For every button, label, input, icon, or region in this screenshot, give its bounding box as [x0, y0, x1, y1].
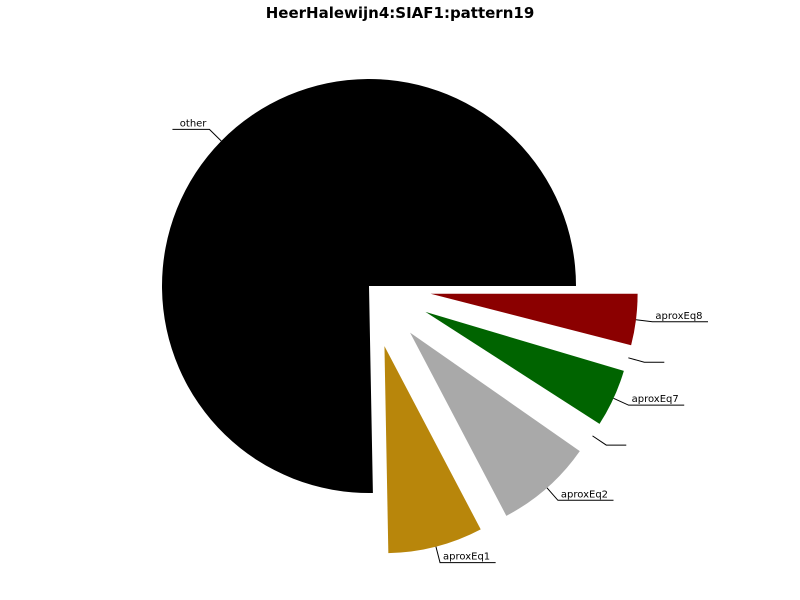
pie-labels: other aproxEq1 aproxEq2 aproxEq7 aproxEq8 — [172, 118, 709, 564]
pie-slices — [162, 79, 638, 554]
leader-line — [613, 397, 685, 406]
leader-line — [635, 319, 709, 323]
leader-line — [172, 128, 222, 142]
leader-line — [628, 357, 665, 363]
chart-title: HeerHalewijn4:SIAF1:pattern19 — [266, 4, 535, 22]
slice-label: aproxEq1 — [443, 552, 490, 563]
slice-label: aproxEq7 — [632, 394, 679, 405]
slice-label: aproxEq8 — [655, 311, 702, 322]
pie-slice-aproxEq7 — [425, 311, 624, 424]
pie-slice-unlabeled-3 — [420, 320, 595, 440]
pie-slice-unlabeled-5 — [428, 302, 630, 362]
pie-slice-aproxEq1 — [384, 346, 481, 554]
leader-line — [592, 435, 627, 446]
leader-line — [546, 487, 614, 501]
pie-slice-aproxEq2 — [410, 332, 580, 516]
leader-line — [435, 546, 496, 564]
pie-slice-aproxEq8 — [430, 293, 638, 346]
pie-slice-other — [162, 79, 576, 494]
slice-label: aproxEq2 — [561, 489, 608, 500]
slice-label: other — [180, 118, 208, 129]
